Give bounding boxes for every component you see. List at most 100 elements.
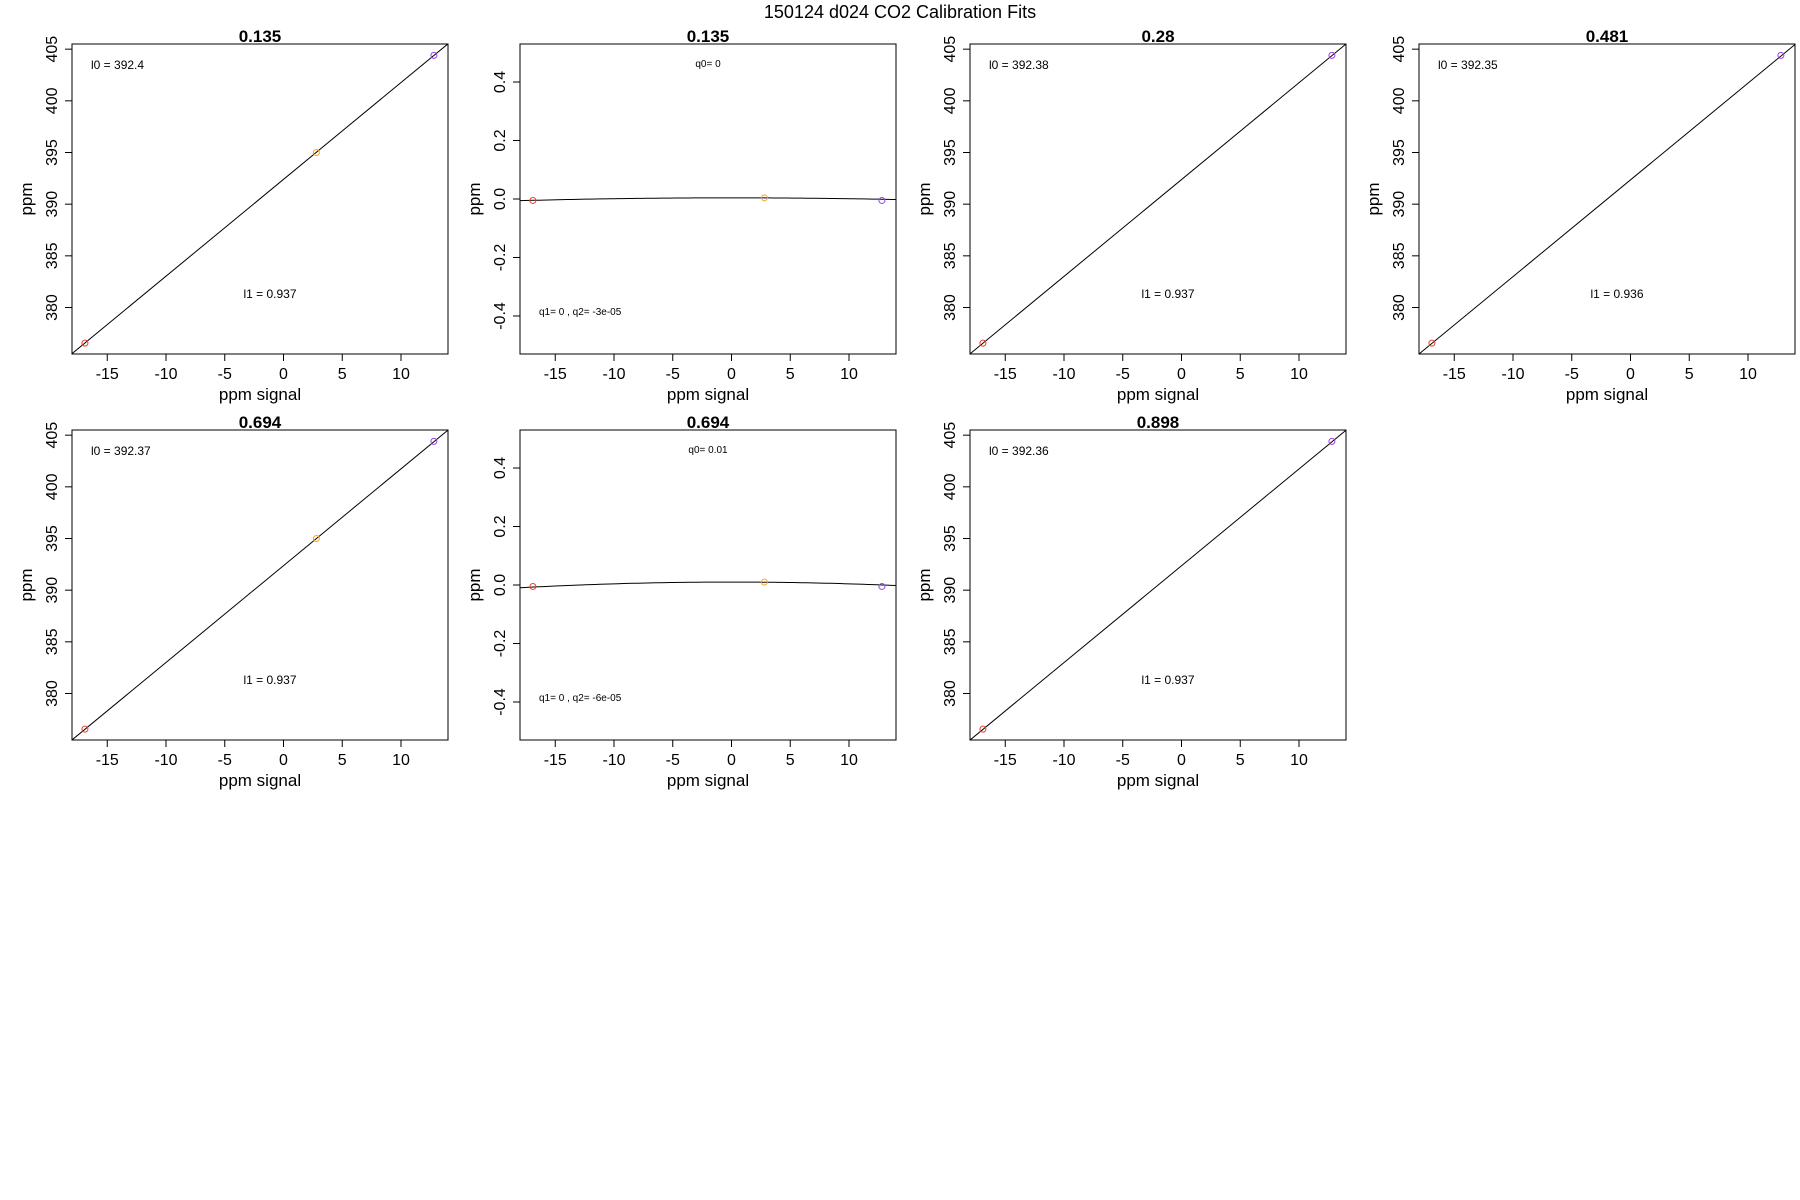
y-tick-label: 390 bbox=[942, 191, 959, 218]
fit-annotation: l1 = 0.937 bbox=[243, 673, 296, 687]
y-tick-label: 405 bbox=[1391, 36, 1408, 63]
x-tick-label: 5 bbox=[1236, 366, 1245, 383]
data-point bbox=[529, 582, 537, 590]
panel-title: 0.898 bbox=[1137, 413, 1180, 432]
y-tick-label: 405 bbox=[942, 422, 959, 449]
fit-line bbox=[520, 581, 896, 589]
data-point bbox=[760, 194, 768, 202]
panel-2: 0.135 -15 -10 -5 0 5 10 ppm signal -0.4 -0.2 0.0 0.… bbox=[465, 27, 897, 404]
y-tick-label: 400 bbox=[44, 473, 61, 500]
data-point bbox=[1428, 339, 1436, 347]
x-tick-label: -10 bbox=[602, 366, 625, 383]
panel-title: 0.135 bbox=[239, 27, 282, 46]
y-tick-label: 400 bbox=[44, 87, 61, 114]
x-tick-label: 10 bbox=[840, 366, 858, 383]
data-point bbox=[81, 725, 89, 733]
data-point bbox=[878, 582, 886, 590]
data-point bbox=[760, 578, 768, 586]
panel-7: 0.898 -15 -10 -5 0 5 10 ppm signal 380 385 390 395 4… bbox=[915, 413, 1347, 790]
y-tick-label: 390 bbox=[942, 577, 959, 604]
y-tick-label: 385 bbox=[1391, 242, 1408, 269]
y-tick-label: 0.4 bbox=[492, 457, 509, 479]
y-tick-label: 380 bbox=[44, 294, 61, 321]
x-tick-label: 5 bbox=[338, 752, 347, 769]
fit-annotation: l0 = 392.4 bbox=[91, 58, 144, 72]
x-axis-label: ppm signal bbox=[667, 771, 749, 790]
fit-line bbox=[72, 44, 448, 354]
y-tick-label: 390 bbox=[1391, 191, 1408, 218]
panel-3: 0.28 -15 -10 -5 0 5 10 ppm signal 380 385 390 395 40… bbox=[915, 27, 1347, 404]
figure-title: 150124 d024 CO2 Calibration Fits bbox=[763, 2, 1037, 22]
y-axis-label: ppm bbox=[465, 568, 484, 601]
x-tick-label: 5 bbox=[338, 366, 347, 383]
y-tick-label: 385 bbox=[44, 242, 61, 269]
panel-title: 0.28 bbox=[1141, 27, 1174, 46]
x-tick-label: 10 bbox=[392, 366, 410, 383]
y-tick-label: -0.2 bbox=[492, 630, 509, 658]
fit-annotation: l0 = 392.35 bbox=[1438, 58, 1498, 72]
x-tick-label: 0 bbox=[279, 752, 288, 769]
x-tick-label: -10 bbox=[154, 366, 177, 383]
x-axis-label: ppm signal bbox=[219, 771, 301, 790]
fit-annotation: l1 = 0.937 bbox=[243, 287, 296, 301]
y-tick-label: 380 bbox=[942, 294, 959, 321]
data-point bbox=[312, 535, 320, 542]
y-tick-label: 385 bbox=[942, 242, 959, 269]
fit-line bbox=[970, 430, 1346, 740]
data-point bbox=[312, 149, 320, 156]
y-tick-label: 380 bbox=[44, 680, 61, 707]
panel-title: 0.481 bbox=[1586, 27, 1629, 46]
x-tick-label: -5 bbox=[666, 752, 680, 769]
fit-annotation: l1 = 0.936 bbox=[1590, 287, 1643, 301]
data-point bbox=[1777, 51, 1785, 59]
data-point bbox=[430, 437, 438, 445]
data-point bbox=[430, 51, 438, 59]
x-tick-label: -5 bbox=[218, 752, 232, 769]
x-tick-label: 0 bbox=[727, 752, 736, 769]
y-tick-label: -0.4 bbox=[492, 302, 509, 330]
data-point bbox=[81, 339, 89, 347]
y-tick-label: 400 bbox=[942, 87, 959, 114]
x-axis-label: ppm signal bbox=[219, 385, 301, 404]
x-tick-label: -5 bbox=[1116, 752, 1130, 769]
x-tick-label: -5 bbox=[1565, 366, 1579, 383]
y-tick-label: 390 bbox=[44, 577, 61, 604]
x-tick-label: 5 bbox=[786, 366, 795, 383]
x-tick-label: -5 bbox=[218, 366, 232, 383]
panel-1: 0.135 -15 -10 -5 0 5 10 ppm signal 380 385 390 395 4… bbox=[17, 27, 449, 404]
x-tick-label: 10 bbox=[840, 752, 858, 769]
y-axis-label: ppm bbox=[465, 182, 484, 215]
y-tick-label: 385 bbox=[44, 628, 61, 655]
fit-annotation: l0 = 392.37 bbox=[91, 444, 151, 458]
data-point bbox=[979, 339, 987, 347]
data-point bbox=[1328, 51, 1336, 59]
y-tick-label: 395 bbox=[44, 139, 61, 166]
fit-line bbox=[1419, 44, 1795, 354]
x-tick-label: -5 bbox=[666, 366, 680, 383]
panel-title: 0.694 bbox=[687, 413, 730, 432]
x-tick-label: -15 bbox=[96, 752, 119, 769]
x-tick-label: 10 bbox=[1739, 366, 1757, 383]
x-tick-label: -10 bbox=[154, 752, 177, 769]
data-point bbox=[878, 196, 886, 204]
fit-annotation: l0 = 392.38 bbox=[989, 58, 1049, 72]
data-point bbox=[979, 725, 987, 733]
x-tick-label: -15 bbox=[994, 366, 1017, 383]
x-tick-label: 0 bbox=[1177, 752, 1186, 769]
y-tick-label: 0.2 bbox=[492, 515, 509, 537]
x-tick-label: -15 bbox=[1443, 366, 1466, 383]
x-tick-label: 0 bbox=[279, 366, 288, 383]
x-tick-label: 5 bbox=[786, 752, 795, 769]
x-tick-label: 5 bbox=[1236, 752, 1245, 769]
fit-annotation: l0 = 392.36 bbox=[989, 444, 1049, 458]
y-tick-label: 400 bbox=[942, 473, 959, 500]
fit-annotation: q1= 0 , q2= -6e-05 bbox=[539, 693, 622, 704]
y-tick-label: 405 bbox=[942, 36, 959, 63]
x-tick-label: -10 bbox=[1052, 752, 1075, 769]
panel-title: 0.694 bbox=[239, 413, 282, 432]
y-tick-label: 400 bbox=[1391, 87, 1408, 114]
y-axis-label: ppm bbox=[915, 568, 934, 601]
fit-line bbox=[72, 430, 448, 740]
fit-annotation: l1 = 0.937 bbox=[1141, 673, 1194, 687]
